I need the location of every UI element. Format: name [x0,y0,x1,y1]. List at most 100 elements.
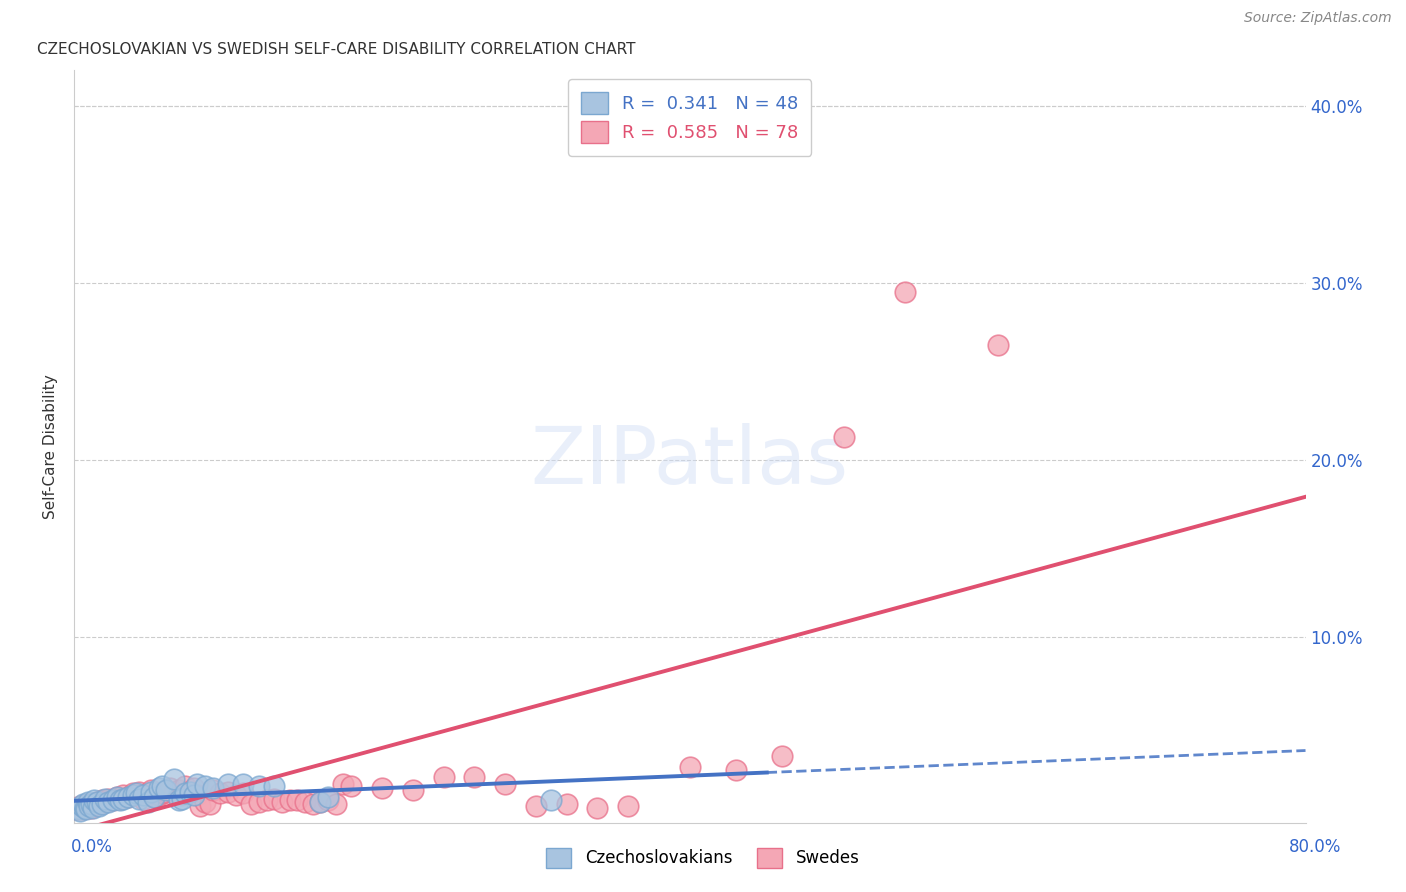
Point [201,782,224,797]
Point [285,793,308,807]
Point [87,798,110,813]
Point [152,786,174,800]
Text: CZECHOSLOVAKIAN VS SWEDISH SELF-CARE DISABILITY CORRELATION CHART: CZECHOSLOVAKIAN VS SWEDISH SELF-CARE DIS… [37,42,636,57]
Point [121,788,143,802]
Point [94,795,117,809]
Point [770,749,793,764]
Point [72,797,94,811]
Point [179,784,201,798]
Point [136,795,159,809]
Point [194,779,217,793]
Point [270,795,292,809]
Point [194,795,217,809]
Point [247,795,270,809]
Point [94,791,117,805]
Point [225,788,247,802]
Point [86,795,108,809]
Point [586,800,609,814]
Point [105,789,128,804]
Point [150,779,173,793]
Point [82,800,104,814]
Point [540,793,562,807]
Point [217,777,239,791]
Text: 80.0%: 80.0% [1288,838,1341,855]
Point [263,779,285,793]
Point [90,793,112,807]
Point [121,786,143,800]
Text: ZIPatlas: ZIPatlas [530,423,849,501]
Point [97,791,120,805]
Point [80,800,103,814]
Point [188,798,211,813]
Point [66,800,89,814]
Point [494,777,516,791]
Point [69,798,91,813]
Point [232,777,254,791]
Point [90,797,112,811]
Point [186,777,208,791]
Point [679,760,702,774]
Point [112,791,135,805]
Point [524,798,547,813]
Point [148,780,170,795]
Point [67,802,90,816]
Point [163,772,186,787]
Point [128,791,150,805]
Text: Source: ZipAtlas.com: Source: ZipAtlas.com [1244,12,1392,25]
Point [143,789,166,804]
Point [174,779,197,793]
Legend: R =  0.341   N = 48, R =  0.585   N = 78: R = 0.341 N = 48, R = 0.585 N = 78 [568,79,811,156]
Point [128,784,150,798]
Point [148,788,170,802]
Point [124,788,146,802]
Point [110,791,132,805]
Point [987,338,1010,352]
Point [170,791,193,805]
Point [75,800,97,814]
Point [217,784,239,798]
Point [155,782,177,797]
Point [73,798,96,813]
Point [110,793,132,807]
Point [309,795,332,809]
Point [832,430,855,444]
Point [86,795,108,809]
Point [112,788,135,802]
Point [198,797,221,811]
Point [132,788,155,802]
Point [101,793,124,807]
Point [278,793,301,807]
Point [247,779,270,793]
Point [80,797,103,811]
Point [294,795,316,809]
Point [101,793,124,807]
Point [139,784,162,798]
Point [155,784,177,798]
Point [186,788,208,802]
Point [183,788,205,802]
Point [894,285,917,299]
Point [66,800,89,814]
Point [167,793,190,807]
Point [402,782,425,797]
Point [79,798,101,813]
Point [240,797,263,811]
Point [256,793,278,807]
Point [309,795,332,809]
Point [555,797,578,811]
Point [124,786,146,800]
Point [75,802,97,816]
Point [83,798,105,813]
Point [340,779,363,793]
Point [70,798,93,813]
Point [77,795,100,809]
Point [432,771,454,785]
Point [724,764,747,778]
Point [163,786,186,800]
Point [77,797,100,811]
Point [117,789,139,804]
Point [65,802,87,816]
Point [73,800,96,814]
Legend: Czechoslovakians, Swedes: Czechoslovakians, Swedes [540,841,866,875]
Point [332,777,354,791]
